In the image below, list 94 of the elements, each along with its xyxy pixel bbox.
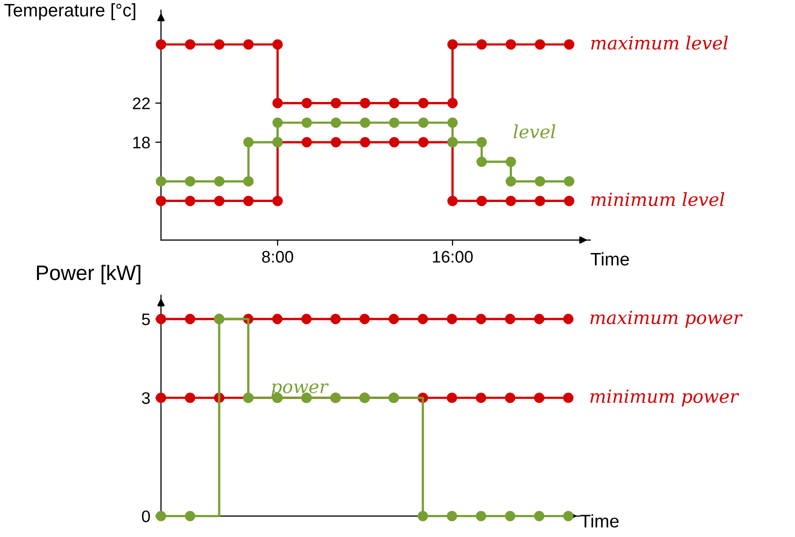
point [184,392,196,404]
point [156,39,166,50]
point [476,137,487,148]
point [564,196,574,206]
point [243,176,254,187]
point [418,98,429,108]
point [563,392,574,404]
x-axis-title: Time [580,514,619,528]
point [476,392,486,404]
series-label: maximum power [590,310,743,328]
series-label: maximum level [591,36,728,50]
point [272,117,283,128]
point [476,39,487,50]
point [447,98,458,108]
point [272,314,283,324]
point [302,137,312,148]
point [418,137,429,148]
y-tick-label: 5 [142,314,150,326]
point [214,196,224,206]
point [243,39,254,50]
y-tick-label: 22 [132,98,150,110]
point [184,39,196,50]
point [156,176,166,187]
point [534,176,546,187]
point [360,137,370,148]
point [272,98,283,108]
point [506,176,516,187]
point [214,39,224,50]
point [214,176,224,187]
point [506,39,516,50]
point [156,196,166,206]
point [359,314,370,324]
point [506,156,516,168]
point [447,196,458,206]
point [184,510,196,522]
point [534,392,544,404]
point [563,510,574,522]
point [301,314,312,324]
point [418,314,428,324]
series-label: minimum power [590,390,740,407]
y-axis-title: Temperature [°c] [4,3,136,20]
y-axis-title: Power [kW] [37,264,140,284]
point [506,196,516,206]
point [446,392,458,404]
point [447,117,458,128]
point [389,98,400,108]
point [243,137,254,148]
point [243,196,254,206]
point [389,137,400,148]
point [330,98,342,108]
point [534,196,546,206]
point [534,39,546,50]
point [476,196,487,206]
point [563,314,574,324]
point [476,314,486,324]
point [389,117,400,128]
point [476,510,486,522]
point [272,39,283,50]
point [330,137,342,148]
series-label: level [514,124,556,138]
point [447,39,458,50]
point [360,98,370,108]
point [564,176,574,187]
y-tick-label: 3 [142,392,150,404]
point [156,314,166,324]
y-tick-label: 18 [133,136,150,148]
series-label: minimum level [591,192,724,206]
x-tick-label: 8:00 [262,250,294,263]
point [360,117,370,128]
point [564,39,574,50]
point [184,196,196,206]
point [184,176,196,187]
point [534,314,544,324]
point [534,510,544,522]
y-tick-label: 0 [142,510,150,522]
point [418,117,429,128]
point [504,510,516,522]
point [476,156,487,168]
point [330,117,342,128]
point [446,510,458,522]
point [272,196,283,206]
point [504,314,516,324]
point [418,510,428,522]
point [302,117,312,128]
point [184,314,196,324]
point [446,314,458,324]
series-label: power [271,383,329,397]
point [156,392,166,404]
point [504,392,516,404]
point [302,98,312,108]
x-axis-title: Time [590,252,629,266]
point [330,314,341,324]
x-tick-label: 16:00 [432,250,473,263]
point [388,314,399,324]
